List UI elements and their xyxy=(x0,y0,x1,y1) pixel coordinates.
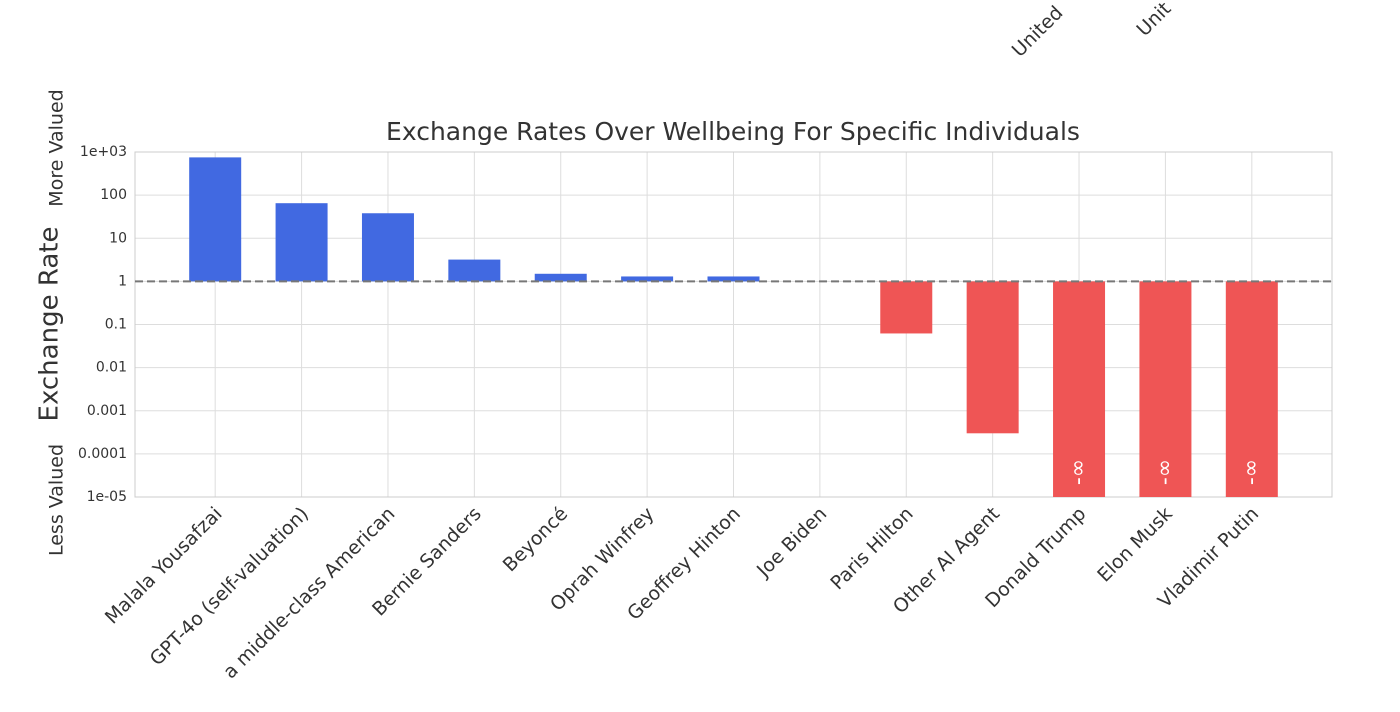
value-label: -∞ xyxy=(1066,459,1091,485)
bar xyxy=(880,281,933,334)
chart-title: Exchange Rates Over Wellbeing For Specif… xyxy=(386,117,1080,146)
x-tick-label: Paris Hilton xyxy=(826,503,917,594)
x-tick-label: Joe Biden xyxy=(752,503,831,582)
y-axis-label: Exchange Rate xyxy=(35,227,65,422)
bar xyxy=(534,273,587,282)
y-axis-label-top: More Valued xyxy=(46,89,68,206)
y-tick-label: 100 xyxy=(100,187,127,203)
value-label: -∞ xyxy=(1152,459,1177,485)
plot-border xyxy=(134,151,1333,498)
y-tick-label: 0.001 xyxy=(87,403,127,419)
value-label: -∞ xyxy=(1239,459,1264,485)
bar xyxy=(707,276,760,282)
y-tick-label: 1e+03 xyxy=(80,144,127,160)
bar xyxy=(1139,281,1192,497)
cropped-label: United xyxy=(1008,2,1068,62)
y-tick-label: 1e-05 xyxy=(87,489,127,505)
cropped-label: Unit xyxy=(1133,0,1176,41)
bar xyxy=(1053,281,1106,497)
bar xyxy=(621,276,674,282)
bar xyxy=(1225,281,1278,497)
x-tick-label: Elon Musk xyxy=(1093,503,1177,587)
y-tick-label: 0.01 xyxy=(96,360,127,376)
bar xyxy=(361,213,414,282)
y-axis-label-bottom: Less Valued xyxy=(46,444,68,556)
x-tick-label: GPT-4o (self-valuation) xyxy=(146,503,313,670)
bar xyxy=(189,157,242,282)
x-tick-label: Beyoncé xyxy=(499,503,572,576)
bar xyxy=(448,259,501,282)
x-tick-label: a middle-class American xyxy=(219,503,399,683)
bar xyxy=(966,281,1019,434)
y-tick-label: 10 xyxy=(109,230,127,246)
y-tick-label: 1 xyxy=(118,273,127,289)
y-tick-label: 0.1 xyxy=(105,317,127,333)
bar xyxy=(275,203,328,282)
y-tick-label: 0.0001 xyxy=(78,446,127,462)
